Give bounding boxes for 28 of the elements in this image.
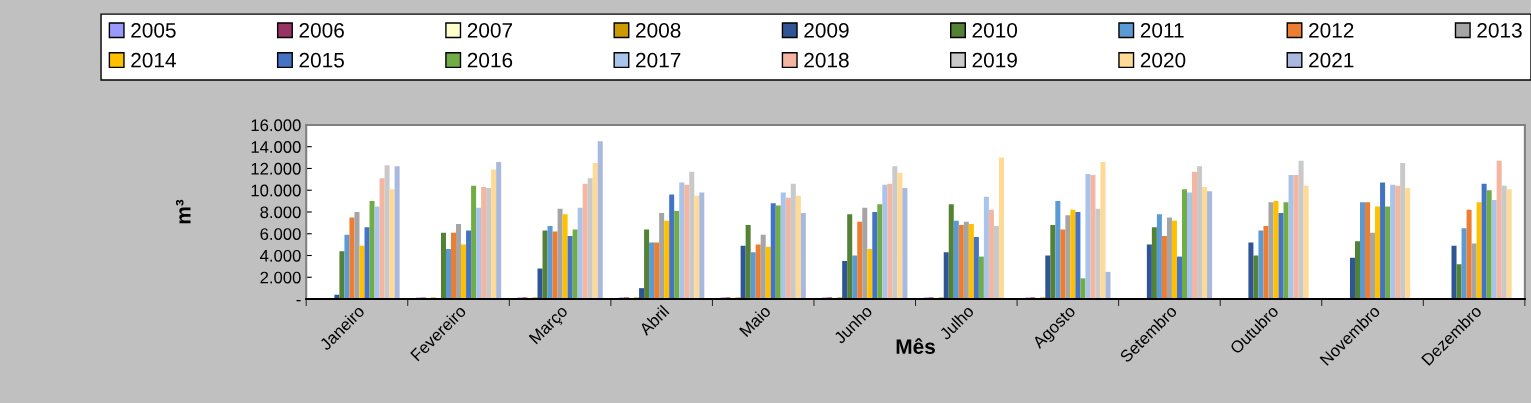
legend-label: 2012	[1309, 22, 1354, 38]
legend-label: 2017	[636, 52, 681, 68]
y-tick-label: 16.000	[251, 119, 301, 132]
legend-label: 2021	[1309, 52, 1354, 68]
legend-label: 2014	[131, 52, 176, 68]
y-tick-label: 6.000	[260, 228, 301, 240]
legend-label: 2018	[804, 52, 849, 68]
legend-label: 2013	[1477, 22, 1522, 38]
y-tick-label: 4.000	[260, 249, 301, 262]
legend-label: 2005	[131, 22, 176, 38]
y-tick-label: 12.000	[251, 162, 301, 175]
legend-label: 2008	[636, 22, 681, 38]
y-tick-label: 8.000	[260, 206, 301, 219]
y-tick-label: 10.000	[251, 184, 301, 197]
legend-label: 2015	[299, 52, 344, 68]
legend-label: 2009	[804, 22, 849, 38]
x-axis-title: Mês	[896, 338, 935, 354]
y-axis-title: m³	[175, 199, 191, 224]
legend-label: 2019	[972, 52, 1017, 68]
legend-label: 2007	[467, 22, 513, 38]
legend-label: 2006	[299, 22, 344, 38]
legend-label: 2011	[1140, 22, 1184, 38]
y-tick-label: 14.000	[251, 141, 301, 153]
y-tick-label: 2.000	[260, 271, 301, 284]
legend-label: 2020	[1140, 52, 1186, 68]
legend-label: 2010	[972, 22, 1018, 38]
legend-label: 2016	[467, 52, 513, 68]
y-tick-label: -	[296, 299, 301, 302]
